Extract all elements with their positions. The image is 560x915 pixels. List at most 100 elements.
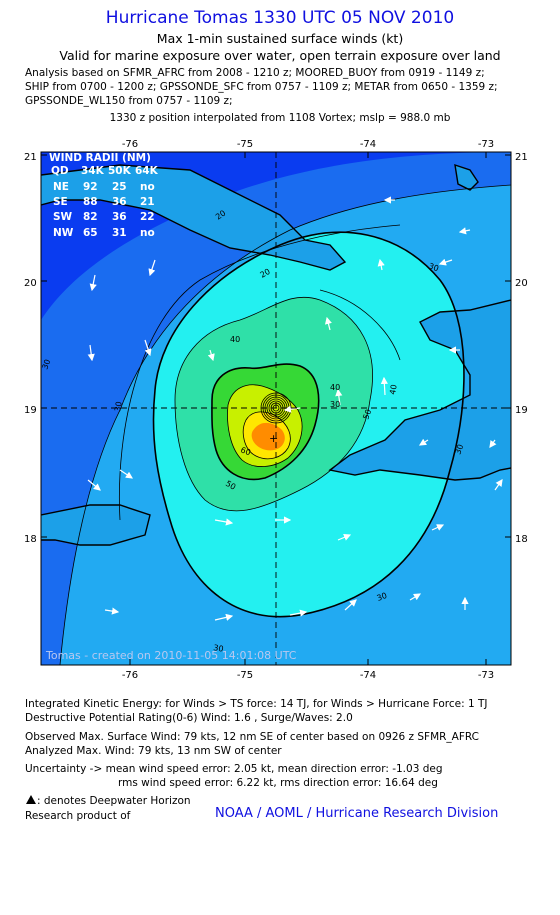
wind-radii-ne-label: NE: [53, 181, 69, 193]
wind-vector-arrow: [289, 609, 308, 617]
lat-tick-left-1: 21: [24, 152, 37, 163]
contour-label: 30: [376, 591, 389, 603]
contour-label: 50: [224, 479, 237, 492]
wind-vector-arrow: [214, 613, 234, 621]
lon-tick-top-2: -75: [237, 139, 253, 150]
wind-vector-arrow: [283, 405, 301, 413]
wind-radii-nw-34k: 65: [83, 227, 98, 239]
wind-vector-arrow: [418, 438, 429, 446]
contour-label: 30: [453, 443, 465, 456]
cuba-landmass: [41, 165, 345, 270]
analysis-line-1: Analysis based on SFMR_AFRC from 2008 - …: [25, 67, 485, 79]
lat-tick-right-3: 19: [515, 405, 528, 416]
deepwater-label: : denotes Deepwater Horizon: [37, 795, 191, 807]
jamaica-landmass: [41, 505, 150, 545]
coastlines: [41, 163, 511, 546]
wind-vector-arrow: [438, 258, 453, 266]
lat-tick-left-3: 19: [24, 405, 37, 416]
subtitle-validity: Valid for marine exposure over water, op…: [59, 48, 501, 63]
wind-vector-arrow: [377, 258, 385, 271]
wind-radii-nw-64k: no: [140, 227, 155, 239]
wind-vector-arrow: [324, 316, 332, 331]
contour-label: 40: [330, 383, 340, 392]
wind-radii-sw-64k: 22: [140, 211, 155, 223]
wind-vector-arrow: [87, 344, 95, 362]
wind-radii-header-34k: 34K: [81, 165, 105, 177]
lon-tick-top-4: -73: [478, 139, 494, 150]
axis-tick-labels: -76 -75 -74 -73 -76 -75 -74 -73 21 20 19…: [24, 139, 528, 680]
lon-tick-bottom-1: -76: [122, 670, 138, 680]
wind-radii-sw-50k: 36: [112, 211, 127, 223]
subtitle-variable: Max 1-min sustained surface winds (kt): [156, 31, 404, 46]
contour-label: 50: [361, 408, 373, 421]
lon-tick-bottom-2: -75: [237, 670, 253, 680]
lat-tick-right-1: 21: [515, 152, 528, 163]
axis-ticks: [41, 152, 511, 665]
wind-radii-table: WIND RADII (NM) QD 34K 50K 64K NE 92 25 …: [49, 152, 159, 239]
wind-radii-se-label: SE: [53, 196, 68, 208]
wind-vector-arrow: [87, 479, 101, 491]
lon-tick-top-1: -76: [122, 139, 138, 150]
wind-radii-header-64k: 64K: [135, 165, 159, 177]
analyzed-max-line: Analyzed Max. Wind: 79 kts, 13 nm SW of …: [25, 745, 282, 757]
wind-radii-ne-64k: no: [140, 181, 155, 193]
wind-radii-se-34k: 88: [83, 196, 98, 208]
analysis-line-3: GPSSONDE_WL150 from 0757 - 1109 z;: [25, 95, 233, 107]
wind-vector-arrow: [337, 533, 352, 541]
noaa-credit-link[interactable]: NOAA / AOML / Hurricane Research Divisio…: [215, 806, 499, 821]
lon-tick-bottom-3: -74: [360, 670, 376, 680]
wind-vector-arrow: [89, 274, 97, 292]
wind-vector-arrow: [148, 259, 156, 277]
center-crosshair: [41, 152, 511, 665]
lon-tick-top-3: -74: [360, 139, 376, 150]
wind-radii-header-qd: QD: [51, 165, 69, 177]
uncertainty-line-1: Uncertainty -> mean wind speed error: 2.…: [25, 763, 443, 775]
wind-vector-arrow: [207, 349, 215, 362]
contour-label: 30: [213, 643, 225, 654]
analysis-line-2: SHIP from 0700 - 1200 z; GPSSONDE_SFC fr…: [25, 81, 498, 93]
wind-radii-ne-34k: 92: [83, 181, 98, 193]
contour-label: 30: [113, 401, 124, 413]
ike-line: Integrated Kinetic Energy: for Winds > T…: [25, 698, 488, 710]
uncertainty-line-2: rms wind speed error: 6.22 kt, rms direc…: [118, 777, 438, 789]
bahamas-island: [455, 165, 478, 190]
wind-vector-arrow: [344, 599, 357, 611]
wind-radii-header-50k: 50K: [108, 165, 132, 177]
lat-tick-left-4: 18: [24, 534, 37, 545]
max-wind-marker: +: [269, 432, 278, 445]
research-label: Research product of: [25, 810, 131, 822]
wind-vector-arrow: [335, 388, 343, 406]
contour-label: 30: [40, 358, 52, 371]
wind-radii-ne-50k: 25: [112, 181, 127, 193]
wind-vectors: [87, 196, 503, 621]
lat-tick-right-2: 20: [515, 278, 528, 289]
wind-contours: [59, 184, 511, 665]
wind-vector-arrow: [458, 227, 471, 235]
contour-label: 60: [239, 445, 252, 457]
wind-vector-arrow: [380, 376, 388, 396]
map-watermark: Tomas - created on 2010-11-05 14:01:08 U…: [45, 649, 297, 662]
wind-level-90-fill: [251, 422, 285, 451]
wind-vector-arrow: [489, 439, 497, 448]
observed-max-line: Observed Max. Surface Wind: 79 kts, 12 n…: [25, 731, 480, 743]
wind-vector-arrow: [494, 479, 503, 491]
contour-label: 30: [330, 400, 340, 409]
hispaniola-landmass: [330, 300, 511, 480]
wind-map: 20 20 30 30 30 30 30 30 30 40 40 40 50 50 60 + -76 -75…: [24, 139, 528, 680]
position-line: 1330 z position interpolated from 1108 V…: [109, 112, 451, 124]
page-title: Hurricane Tomas 1330 UTC 05 NOV 2010: [105, 8, 455, 28]
lat-tick-right-4: 18: [515, 534, 528, 545]
contour-label: 30: [427, 261, 440, 273]
wind-vector-arrow: [431, 524, 445, 531]
deepwater-legend: : denotes Deepwater Horizon: [25, 795, 191, 807]
oil-rig-icon: [26, 795, 36, 804]
wind-vector-arrow: [104, 607, 120, 615]
wind-radii-se-64k: 21: [140, 196, 155, 208]
contour-label: 40: [230, 335, 240, 344]
wind-radii-se-50k: 36: [112, 196, 127, 208]
wind-radii-sw-label: SW: [53, 211, 73, 223]
contour-label: 20: [259, 267, 272, 280]
wind-radii-nw-50k: 31: [112, 227, 127, 239]
dpr-line: Destructive Potential Rating(0-6) Wind: …: [25, 712, 353, 724]
